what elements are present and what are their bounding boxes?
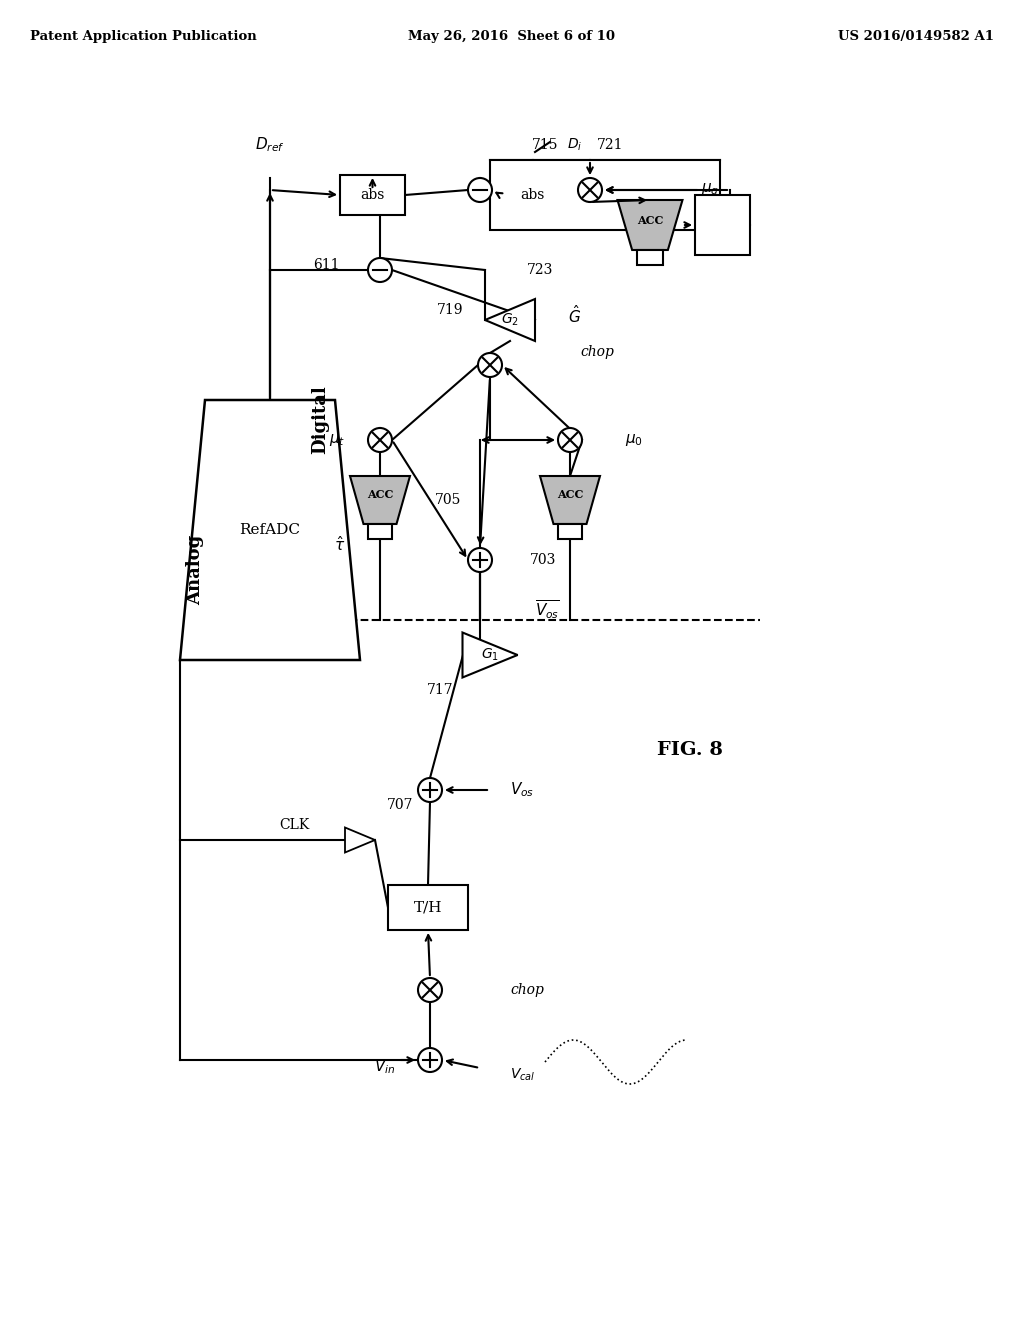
- Text: $\hat{G}$: $\hat{G}$: [568, 304, 582, 326]
- Text: 719: 719: [437, 304, 463, 317]
- Text: $V_{cal}$: $V_{cal}$: [510, 1067, 536, 1084]
- Polygon shape: [463, 632, 517, 677]
- Text: $G_1$: $G_1$: [481, 647, 499, 663]
- Bar: [369, 524, 391, 539]
- Text: $V_{os}$: $V_{os}$: [510, 780, 535, 800]
- Circle shape: [418, 1048, 442, 1072]
- Text: $D_i$: $D_i$: [567, 137, 583, 153]
- Text: $\hat{\tau}$: $\hat{\tau}$: [334, 536, 345, 554]
- Text: ACC: ACC: [557, 490, 584, 500]
- Text: 611: 611: [313, 257, 340, 272]
- Text: $\overline{V_{os}}$: $\overline{V_{os}}$: [535, 598, 560, 622]
- Polygon shape: [345, 828, 375, 853]
- Text: CLK: CLK: [280, 818, 310, 832]
- Polygon shape: [540, 477, 600, 524]
- Text: chop: chop: [580, 345, 613, 359]
- Text: RefADC: RefADC: [240, 523, 300, 537]
- Bar: [558, 524, 582, 539]
- Polygon shape: [350, 477, 410, 524]
- Circle shape: [368, 257, 392, 282]
- Text: Patent Application Publication: Patent Application Publication: [30, 30, 257, 44]
- Circle shape: [558, 428, 582, 451]
- Text: $\mu_g$: $\mu_g$: [700, 181, 719, 199]
- Bar: [388, 884, 468, 931]
- Circle shape: [468, 548, 492, 572]
- Bar: [500, 176, 565, 215]
- Text: $G_2$: $G_2$: [501, 312, 519, 329]
- Text: Digital: Digital: [311, 385, 329, 454]
- Text: ACC: ACC: [367, 490, 393, 500]
- Circle shape: [368, 428, 392, 451]
- Text: chop: chop: [510, 983, 544, 997]
- Text: 717: 717: [427, 682, 454, 697]
- Text: 705: 705: [435, 492, 462, 507]
- Text: $D_{ref}$: $D_{ref}$: [255, 136, 285, 154]
- Text: 723: 723: [526, 263, 553, 277]
- Text: $\mu_t$: $\mu_t$: [329, 432, 345, 447]
- Text: $\mu_0$: $\mu_0$: [625, 432, 643, 447]
- Text: 703: 703: [530, 553, 556, 568]
- Bar: [695, 195, 750, 255]
- Circle shape: [418, 777, 442, 803]
- Text: 721: 721: [597, 139, 624, 152]
- Text: 707: 707: [387, 799, 414, 812]
- Polygon shape: [617, 201, 683, 249]
- Text: 715: 715: [531, 139, 558, 152]
- Text: May 26, 2016  Sheet 6 of 10: May 26, 2016 Sheet 6 of 10: [409, 30, 615, 44]
- Circle shape: [468, 178, 492, 202]
- Bar: [340, 176, 406, 215]
- Bar: [490, 160, 720, 230]
- Circle shape: [578, 178, 602, 202]
- Text: FIG. 8: FIG. 8: [657, 741, 723, 759]
- Text: ACC: ACC: [637, 214, 664, 226]
- Text: $V_{in}$: $V_{in}$: [374, 1057, 395, 1076]
- Bar: [638, 249, 663, 265]
- Text: abs: abs: [520, 187, 545, 202]
- Text: abs: abs: [360, 187, 385, 202]
- Polygon shape: [485, 300, 535, 341]
- Text: US 2016/0149582 A1: US 2016/0149582 A1: [838, 30, 994, 44]
- Polygon shape: [180, 400, 360, 660]
- Circle shape: [418, 978, 442, 1002]
- Text: Analog: Analog: [186, 535, 204, 605]
- Circle shape: [478, 352, 502, 378]
- Text: T/H: T/H: [414, 900, 442, 915]
